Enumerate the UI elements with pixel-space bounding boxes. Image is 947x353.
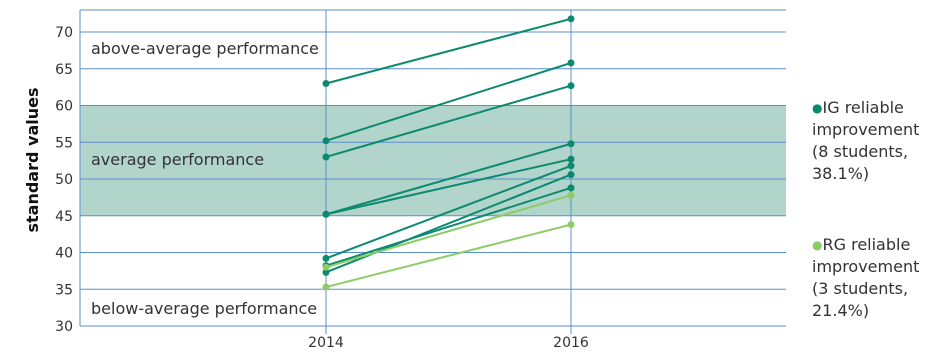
data-point-rg (567, 191, 575, 199)
grid-lines (79, 9, 786, 334)
data-point-ig (322, 153, 330, 161)
series-line-ig (325, 61, 572, 142)
data-point-ig (322, 137, 330, 145)
y-tick-label: 40 (55, 246, 73, 262)
data-point-ig (567, 82, 575, 90)
data-point-ig (567, 59, 575, 67)
data-point-ig (567, 140, 575, 148)
average-performance-band (80, 105, 786, 216)
legend-ig-label: IG reliable improvement (8 students, 38.… (812, 98, 920, 183)
y-tick-label: 55 (55, 135, 73, 151)
series-line-ig (325, 164, 572, 260)
y-tick-label: 65 (55, 62, 73, 78)
y-tick-label: 45 (55, 209, 73, 225)
data-point-ig (567, 184, 575, 192)
data-point-ig (567, 155, 575, 163)
series-line-ig (325, 142, 572, 216)
series-line-ig (325, 84, 572, 158)
data-point-ig (322, 268, 330, 276)
series-line-ig (325, 17, 572, 85)
data-point-ig (322, 79, 330, 87)
legend-rg-marker: ● (812, 238, 823, 252)
y-axis-label: standard values (23, 88, 42, 233)
data-point-rg (322, 263, 330, 271)
region-label-above: above-average performance (91, 39, 319, 58)
data-point-rg (567, 221, 575, 229)
y-tick-label: 70 (55, 25, 73, 41)
data-point-ig (322, 210, 330, 218)
y-tick-label: 30 (55, 319, 73, 335)
series-line-rg (325, 194, 572, 269)
series-lines (322, 15, 575, 291)
region-label-average: average performance (91, 150, 264, 169)
data-point-ig (567, 162, 575, 170)
y-tick-label: 60 (55, 99, 73, 115)
legend-ig: ●IG reliable improvement (8 students, 38… (812, 97, 947, 185)
x-tick-labels: 2014 2016 (308, 335, 589, 351)
region-label-below: below-average performance (91, 299, 317, 318)
data-point-rg (322, 283, 330, 291)
series-line-ig (325, 158, 572, 216)
legend-ig-marker: ● (812, 101, 823, 115)
legend-rg-label: RG reliable improvement (3 students, 21.… (812, 235, 920, 320)
series-line-rg (325, 223, 572, 289)
series-line-ig (325, 186, 572, 267)
y-tick-labels: 30 35 40 45 50 55 60 65 70 (55, 25, 73, 335)
x-tick-label: 2014 (308, 335, 344, 351)
x-tick-label: 2016 (553, 335, 589, 351)
y-tick-label: 35 (55, 282, 73, 298)
data-point-ig (567, 15, 575, 23)
data-point-ig (567, 171, 575, 179)
y-tick-label: 50 (55, 172, 73, 188)
data-point-ig (322, 254, 330, 262)
legend-rg: ●RG reliable improvement (3 students, 21… (812, 234, 947, 322)
